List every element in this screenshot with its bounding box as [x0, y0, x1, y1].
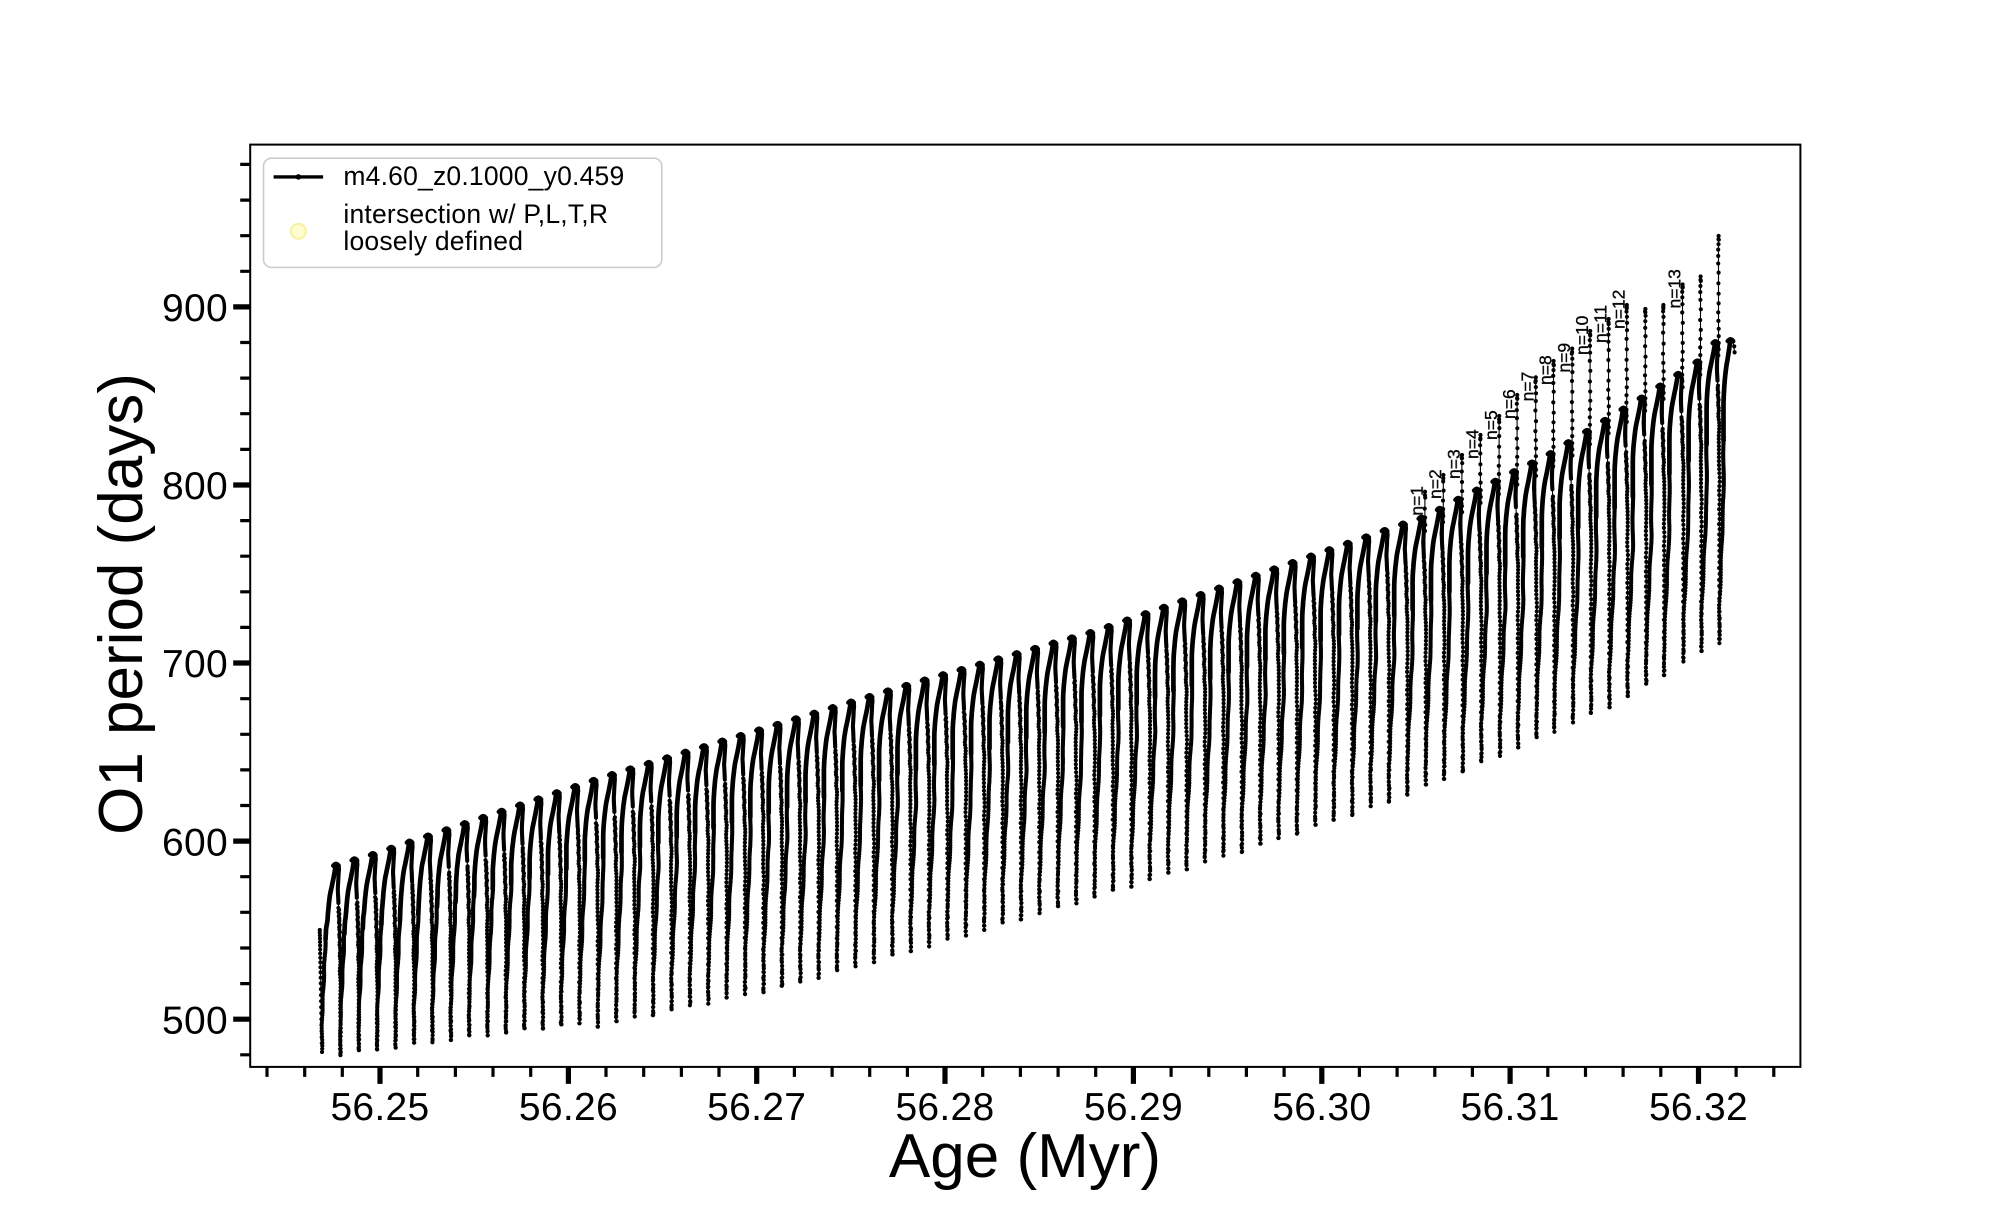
svg-text:56.26: 56.26: [519, 1086, 618, 1129]
svg-text:n=11: n=11: [1590, 305, 1610, 343]
svg-text:n=3: n=3: [1444, 449, 1464, 479]
svg-text:intersection w/ P,L,T,R: intersection w/ P,L,T,R: [343, 199, 608, 229]
svg-text:n=13: n=13: [1664, 269, 1684, 308]
svg-text:O1 period (days): O1 period (days): [87, 373, 156, 835]
svg-text:n=8: n=8: [1535, 355, 1555, 385]
svg-text:56.28: 56.28: [895, 1086, 994, 1129]
svg-text:56.32: 56.32: [1649, 1086, 1748, 1129]
svg-text:56.30: 56.30: [1272, 1086, 1371, 1129]
svg-text:n=4: n=4: [1462, 429, 1482, 459]
svg-text:n=12: n=12: [1609, 290, 1629, 329]
svg-text:n=10: n=10: [1572, 315, 1592, 355]
svg-text:m4.60_z0.1000_y0.459: m4.60_z0.1000_y0.459: [343, 161, 624, 191]
svg-text:n=1: n=1: [1407, 486, 1427, 516]
svg-text:900: 900: [162, 287, 228, 330]
svg-text:56.25: 56.25: [330, 1086, 429, 1129]
svg-text:n=2: n=2: [1425, 469, 1445, 499]
svg-text:n=9: n=9: [1554, 343, 1574, 373]
svg-text:700: 700: [162, 643, 228, 686]
svg-text:600: 600: [162, 821, 228, 864]
svg-text:800: 800: [162, 465, 228, 508]
svg-text:56.31: 56.31: [1461, 1086, 1560, 1129]
svg-text:Age (Myr): Age (Myr): [889, 1122, 1161, 1191]
svg-text:n=5: n=5: [1481, 410, 1501, 440]
svg-text:56.29: 56.29: [1084, 1086, 1183, 1129]
svg-text:500: 500: [162, 999, 228, 1042]
svg-text:n=6: n=6: [1499, 389, 1519, 419]
svg-text:56.27: 56.27: [707, 1086, 806, 1129]
svg-text:n=7: n=7: [1518, 372, 1538, 402]
svg-text:loosely defined: loosely defined: [343, 226, 523, 256]
